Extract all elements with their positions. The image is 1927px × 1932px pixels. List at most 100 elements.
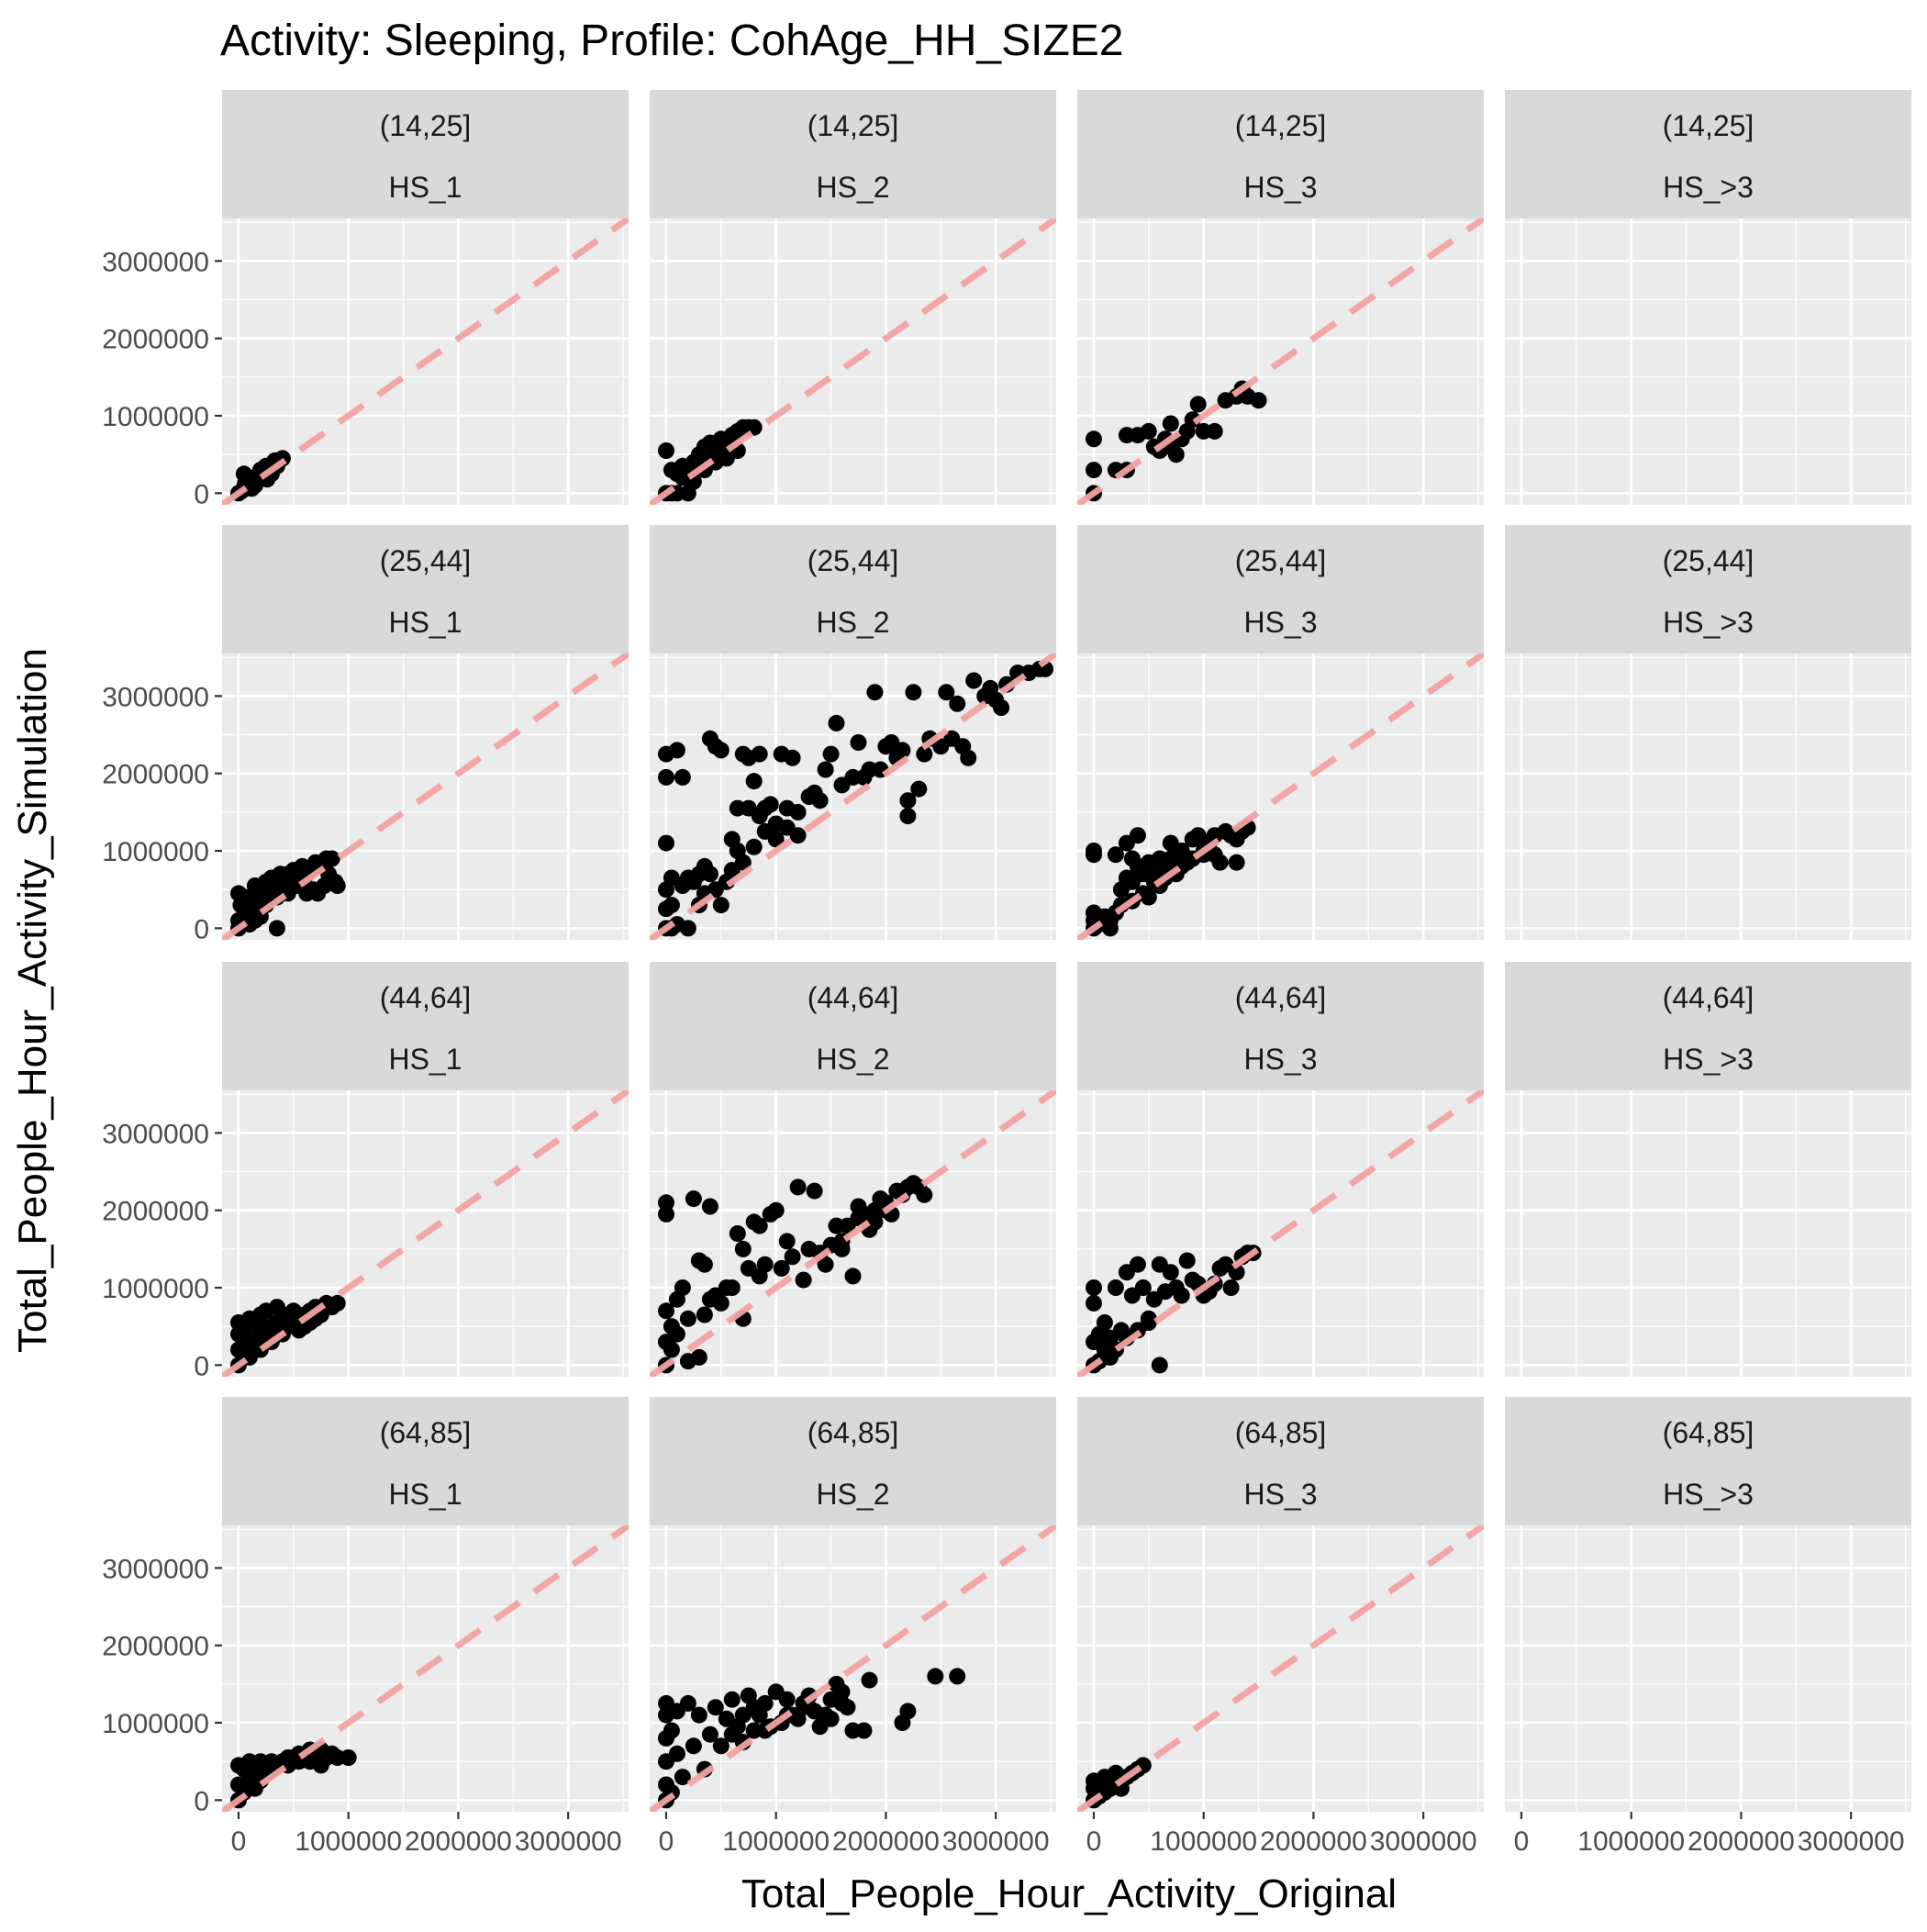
x-tick-label: 0 xyxy=(659,1826,674,1857)
scatter-point xyxy=(817,1256,834,1273)
scatter-point xyxy=(850,1198,867,1215)
panel-14-25-hs-2: (14,25] HS_2 xyxy=(650,90,1056,505)
scatter-point xyxy=(767,831,785,848)
scatter-point xyxy=(696,1306,713,1323)
reference-line-y-equals-x xyxy=(650,1090,1056,1377)
facet-strip-row-label: (25,44] xyxy=(808,544,899,577)
scatter-point xyxy=(1096,1314,1113,1331)
scatter-point xyxy=(1162,415,1179,432)
facet-strip xyxy=(650,962,1056,1090)
facet-strip xyxy=(1077,1397,1484,1525)
scatter-point xyxy=(679,1310,696,1327)
scatter-point xyxy=(668,1325,685,1343)
panel-44-64-hs-1: (44,64] HS_1 0 1000000 2000000 3000000 xyxy=(102,962,629,1381)
scatter-point xyxy=(658,834,674,852)
facet-strip xyxy=(1077,90,1484,218)
facet-strip-row-label: (14,25] xyxy=(380,109,472,142)
panel-25-44-hs-3: (25,44] HS_3 xyxy=(1077,525,1484,940)
scatter-point xyxy=(822,1710,840,1727)
scatter-points xyxy=(230,1294,346,1374)
x-axis-title: Total_People_Hour_Activity_Original xyxy=(741,1871,1397,1916)
reference-line-y-equals-x xyxy=(1077,1525,1484,1812)
x-tick-label: 1000000 xyxy=(722,1826,830,1857)
scatter-point xyxy=(789,803,807,821)
scatter-point xyxy=(1167,446,1185,463)
x-tick-label: 1000000 xyxy=(295,1826,402,1857)
panel-44-64-hs-3: (44,64] HS_3 xyxy=(1077,962,1484,1377)
scatter-point xyxy=(674,469,691,486)
scatter-point xyxy=(1086,1279,1102,1296)
y-tick-label: 1000000 xyxy=(102,1274,209,1304)
facet-strip-col-label: HS_1 xyxy=(388,606,462,639)
facet-strip-row-label: (64,85] xyxy=(380,1416,472,1449)
facet-strip-col-label: HS_3 xyxy=(1243,171,1317,204)
panel-44-64-hs-3: (44,64] HS_>3 xyxy=(1505,962,1911,1377)
scatter-point xyxy=(1162,1264,1179,1281)
scatter-point xyxy=(927,1668,944,1685)
panel-25-44-hs-2: (25,44] HS_2 xyxy=(650,525,1056,940)
scatter-point xyxy=(899,1703,917,1720)
scatter-points xyxy=(658,419,763,502)
reference-line-y-equals-x xyxy=(1077,218,1484,505)
panel-14-25-hs-3: (14,25] HS_>3 xyxy=(1505,90,1911,505)
facet-strip xyxy=(222,525,629,653)
x-tick-label: 3000000 xyxy=(1798,1826,1905,1857)
scatter-point xyxy=(1250,392,1267,409)
scatter-point xyxy=(789,827,807,844)
scatter-point xyxy=(658,768,674,786)
scatter-point xyxy=(833,1683,851,1701)
y-tick-label: 2000000 xyxy=(102,760,209,790)
facet-strip-col-label: HS_2 xyxy=(816,1043,889,1076)
scatter-point xyxy=(1098,1772,1116,1790)
scatter-point xyxy=(1107,1279,1124,1296)
scatter-point xyxy=(1206,422,1223,440)
reference-line-y-equals-x xyxy=(222,218,629,505)
x-tick-label: 3000000 xyxy=(1370,1826,1477,1857)
scatter-point xyxy=(1086,462,1102,479)
scatter-point xyxy=(1228,854,1245,871)
scatter-point xyxy=(323,850,340,867)
facet-strip xyxy=(650,1397,1056,1525)
scatter-point xyxy=(1107,846,1124,864)
scatter-point xyxy=(894,742,911,759)
scatter-point xyxy=(685,1737,702,1755)
scatter-point xyxy=(795,1271,812,1289)
scatter-point xyxy=(899,792,917,810)
scatter-point xyxy=(1189,396,1207,413)
scatter-point xyxy=(658,442,674,459)
scatter-point xyxy=(734,1240,752,1257)
x-tick-label: 2000000 xyxy=(1260,1826,1367,1857)
facet-strip xyxy=(222,1397,629,1525)
scatter-point xyxy=(712,897,730,914)
facet-strip-row-label: (25,44] xyxy=(1235,544,1327,577)
scatter-point xyxy=(778,1233,796,1250)
scatter-point xyxy=(905,684,922,701)
scatter-point xyxy=(773,1259,790,1277)
scatter-point xyxy=(1129,827,1146,844)
scatter-point xyxy=(690,1706,707,1724)
y-tick-label: 2000000 xyxy=(102,1632,209,1662)
scatter-point xyxy=(679,1694,696,1712)
scatter-point xyxy=(712,1737,730,1755)
scatter-point xyxy=(866,1213,884,1231)
facet-strip xyxy=(1077,525,1484,653)
scatter-point xyxy=(340,1749,357,1766)
facet-strip-col-label: HS_1 xyxy=(388,171,462,204)
scatter-point xyxy=(312,1757,329,1774)
scatter-point xyxy=(1211,854,1229,871)
scatter-point xyxy=(1086,843,1102,859)
facet-strip-col-label: HS_>3 xyxy=(1663,171,1754,204)
facet-strip-row-label: (44,64] xyxy=(808,981,899,1014)
scatter-point xyxy=(658,1302,674,1320)
y-tick-label: 1000000 xyxy=(102,837,209,867)
facet-strip-col-label: HS_2 xyxy=(816,606,889,639)
scatter-point xyxy=(745,773,763,790)
scatter-point xyxy=(295,1318,313,1335)
facet-strip-col-label: HS_2 xyxy=(816,171,889,204)
x-tick-label: 0 xyxy=(1086,1826,1102,1857)
scatter-point xyxy=(1178,1252,1196,1269)
x-tick-label: 0 xyxy=(231,1826,247,1857)
scatter-point xyxy=(1134,1279,1152,1296)
